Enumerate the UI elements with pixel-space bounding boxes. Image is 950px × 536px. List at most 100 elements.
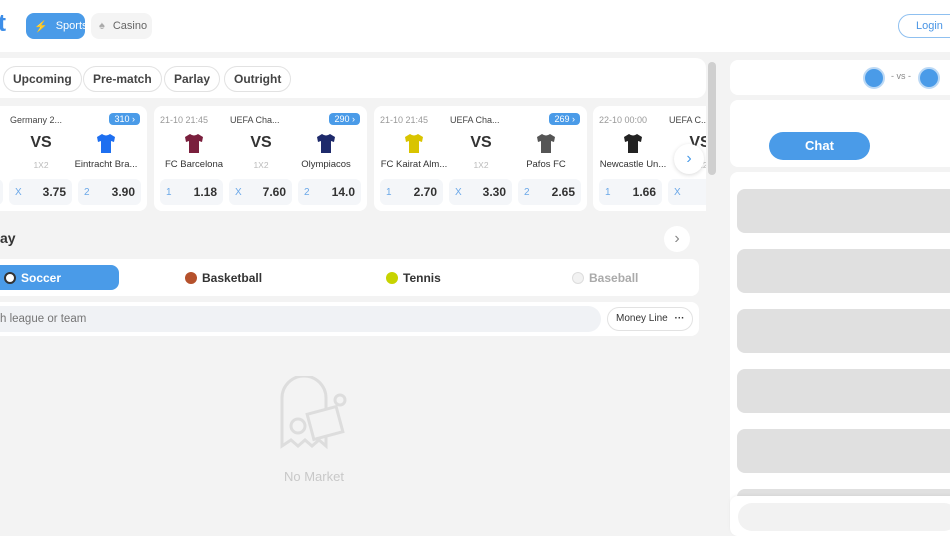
right-panel: - vs - Chat: [730, 58, 950, 536]
odds-button[interactable]: X 3.30: [449, 179, 512, 205]
market-type: 1X2: [473, 160, 489, 170]
market-count-badge[interactable]: 269 ›: [549, 113, 580, 125]
sports-label: Sports: [55, 20, 88, 32]
search-input[interactable]: [0, 306, 601, 332]
home-team: FC Kairat Alm...: [380, 159, 448, 170]
odds-button[interactable]: 1 1.66: [599, 179, 662, 205]
sport-tab-basketball[interactable]: Basketball: [185, 265, 262, 290]
filter-outright[interactable]: Outright: [224, 66, 292, 92]
away-jersey-icon: [95, 132, 117, 154]
section-arrow-button[interactable]: ›: [664, 226, 690, 252]
team-logo-home: [863, 67, 885, 89]
loading-panel: [730, 172, 950, 534]
market-count: 290: [334, 114, 350, 124]
search-row: Money Line ···: [0, 302, 699, 336]
match-card[interactable]: Germany 2...310 › ... VS 1X2 Eintracht B…: [0, 106, 147, 211]
sport-tab-baseball[interactable]: Baseball: [572, 265, 638, 290]
sport-tabs: Soccer Basketball Tennis Baseball: [0, 259, 699, 296]
odds-value: 2.65: [551, 185, 575, 199]
home-jersey-icon: [183, 132, 205, 154]
market-count-badge[interactable]: 290 ›: [329, 113, 360, 125]
away-team: Pafos FC: [526, 159, 566, 170]
match-card[interactable]: 21-10 21:45 UEFA Cha... 269 › FC Kairat A…: [374, 106, 587, 211]
vs-label: - vs -: [891, 71, 911, 81]
league-name: UEFA Cha...: [450, 115, 500, 125]
home-jersey-icon: [622, 132, 644, 154]
league-name: UEFA C...: [669, 115, 706, 125]
market-label: Money Line: [616, 313, 668, 324]
odds-label: 1: [386, 186, 392, 198]
team-logo-away: [918, 67, 940, 89]
away-team: Eintracht Bra...: [74, 159, 138, 170]
market-count-badge[interactable]: 310 ›: [109, 113, 140, 125]
market-count: 310: [114, 114, 130, 124]
away-jersey-icon: [315, 132, 337, 154]
odds-button[interactable]: 1: [0, 179, 3, 205]
market-type: 1X2: [33, 160, 49, 170]
vs-label: VS: [470, 134, 492, 151]
market-type: 1X2: [253, 160, 269, 170]
home-team: Newcastle Un...: [599, 159, 667, 170]
basketball-icon: [185, 271, 197, 284]
odds-label: X: [15, 186, 22, 198]
odds-label: 1: [605, 186, 611, 198]
odds-value: 1.18: [193, 185, 217, 199]
market-select[interactable]: Money Line ···: [607, 307, 693, 331]
section-title: ay: [0, 230, 16, 246]
odds-button[interactable]: 2 2.65: [518, 179, 581, 205]
baseball-label: Baseball: [589, 270, 639, 285]
odds-label: 2: [524, 186, 530, 198]
next-cards-button[interactable]: ›: [674, 144, 704, 174]
baseball-icon: [572, 271, 584, 284]
filter-bar: Upcoming Pre-match Parlay Outright: [0, 58, 706, 98]
bottom-box: [730, 496, 950, 536]
more-icon: ···: [674, 313, 685, 324]
filter-parlay[interactable]: Parlay: [164, 66, 221, 92]
market-count: 269: [554, 114, 570, 124]
odds-label: 2: [84, 186, 90, 198]
skeleton-row: [737, 249, 950, 293]
odds-value: 3.75: [42, 185, 66, 199]
casino-tab[interactable]: ♠ Casino: [91, 13, 152, 39]
skeleton-row: [737, 429, 950, 473]
odds-value: 2.70: [413, 185, 437, 199]
main-panel: Upcoming Pre-match Parlay Outright Germa…: [0, 58, 706, 534]
login-button[interactable]: Login: [898, 14, 950, 38]
filter-pre-match[interactable]: Pre-match: [83, 66, 162, 92]
logo[interactable]: t: [0, 10, 6, 37]
match-card[interactable]: 21-10 21:45 UEFA Cha... 290 › FC Barcelon…: [154, 106, 367, 211]
odds-value: 3.30: [482, 185, 506, 199]
odds-button[interactable]: 1 2.70: [380, 179, 443, 205]
lightning-icon: ⚡: [34, 20, 48, 33]
odds-button[interactable]: 1 1.18: [160, 179, 223, 205]
chat-input[interactable]: [738, 503, 950, 531]
home-team: ...: [0, 159, 14, 170]
odds-button[interactable]: X: [668, 179, 706, 205]
odds-button[interactable]: X 3.75: [9, 179, 72, 205]
away-team: Olympiacos: [301, 159, 351, 170]
sport-tab-tennis[interactable]: Tennis: [386, 265, 441, 290]
league-name: UEFA Cha...: [230, 115, 280, 125]
odds-label: X: [235, 186, 242, 198]
home-jersey-icon: [403, 132, 425, 154]
filter-upcoming[interactable]: Upcoming: [3, 66, 82, 92]
tennis-label: Tennis: [403, 270, 441, 285]
odds-label: X: [455, 186, 462, 198]
empty-text: No Market: [284, 469, 344, 484]
vs-label: VS: [30, 134, 52, 151]
sport-tab-soccer[interactable]: Soccer: [0, 265, 119, 290]
soccer-icon: [4, 271, 16, 284]
odds-button[interactable]: 2 3.90: [78, 179, 141, 205]
chat-button[interactable]: Chat: [769, 132, 870, 160]
odds-button[interactable]: 2 14.0: [298, 179, 361, 205]
league-name: Germany 2...: [10, 115, 63, 125]
spade-icon: ♠: [99, 20, 105, 32]
chat-box: Chat: [730, 100, 950, 167]
odds-label: 2: [304, 186, 310, 198]
match-time: 21-10 21:45: [160, 115, 209, 125]
scrollbar[interactable]: [708, 62, 716, 175]
odds-button[interactable]: X 7.60: [229, 179, 292, 205]
sports-tab[interactable]: ⚡ Sports: [26, 13, 88, 39]
away-jersey-icon: [535, 132, 557, 154]
skeleton-row: [737, 189, 950, 233]
